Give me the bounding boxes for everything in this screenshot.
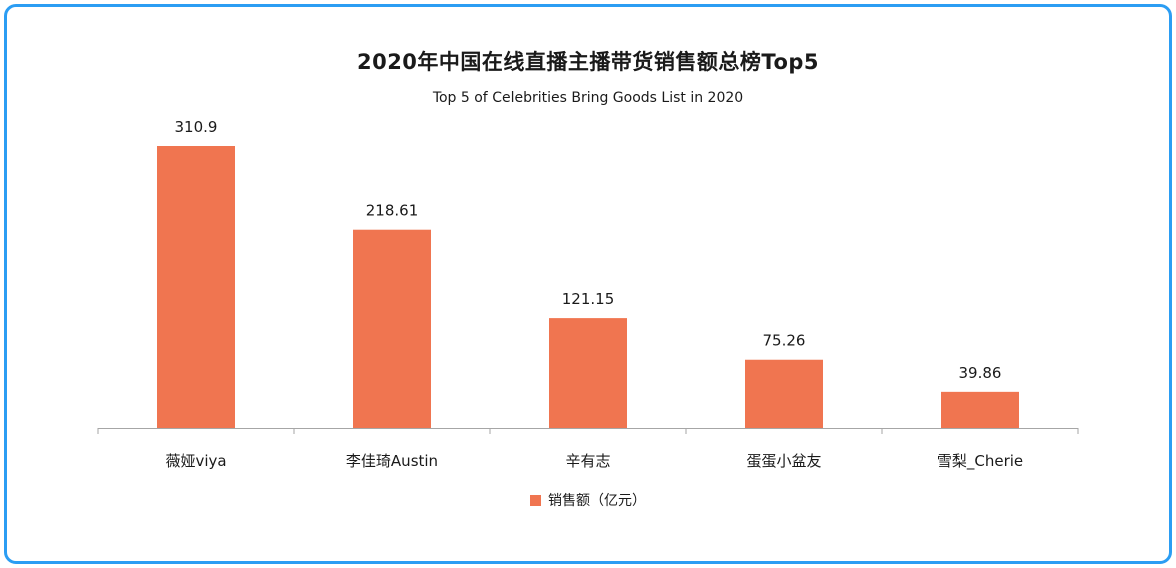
x-tick-label-2: 李佳琦Austin xyxy=(346,452,438,470)
chart-subtitle: Top 5 of Celebrities Bring Goods List in… xyxy=(432,90,744,106)
legend-label: 销售额（亿元） xyxy=(548,493,646,509)
x-tick-label-3: 辛有志 xyxy=(565,452,610,470)
x-axis xyxy=(97,428,1079,434)
bars-layer xyxy=(157,146,1019,428)
x-tick-labels-layer: 薇娅viya 李佳琦Austin 辛有志 蛋蛋小盆友 雪梨_Cherie xyxy=(165,452,1023,471)
bar-5[interactable] xyxy=(941,391,1019,428)
data-label-5: 39.86 xyxy=(959,364,1002,382)
data-label-2: 218.61 xyxy=(366,202,419,220)
chart-title: 2020年中国在线直播主播带货销售额总榜Top5 xyxy=(356,50,820,74)
bar-2[interactable] xyxy=(353,229,431,428)
bar-4[interactable] xyxy=(745,359,823,428)
bar-1[interactable] xyxy=(157,146,235,428)
data-labels-layer: 310.9 218.61 121.15 75.26 39.86 xyxy=(175,118,1002,382)
x-tick-label-4: 蛋蛋小盆友 xyxy=(746,452,821,470)
legend-swatch xyxy=(530,494,541,506)
x-tick-label-5: 雪梨_Cherie xyxy=(937,452,1023,471)
x-tick-label-1: 薇娅viya xyxy=(165,452,226,470)
legend[interactable]: 销售额（亿元） xyxy=(0,490,1176,510)
data-label-1: 310.9 xyxy=(175,118,218,136)
data-label-4: 75.26 xyxy=(763,332,806,350)
bar-3[interactable] xyxy=(549,318,627,428)
data-label-3: 121.15 xyxy=(562,290,615,308)
